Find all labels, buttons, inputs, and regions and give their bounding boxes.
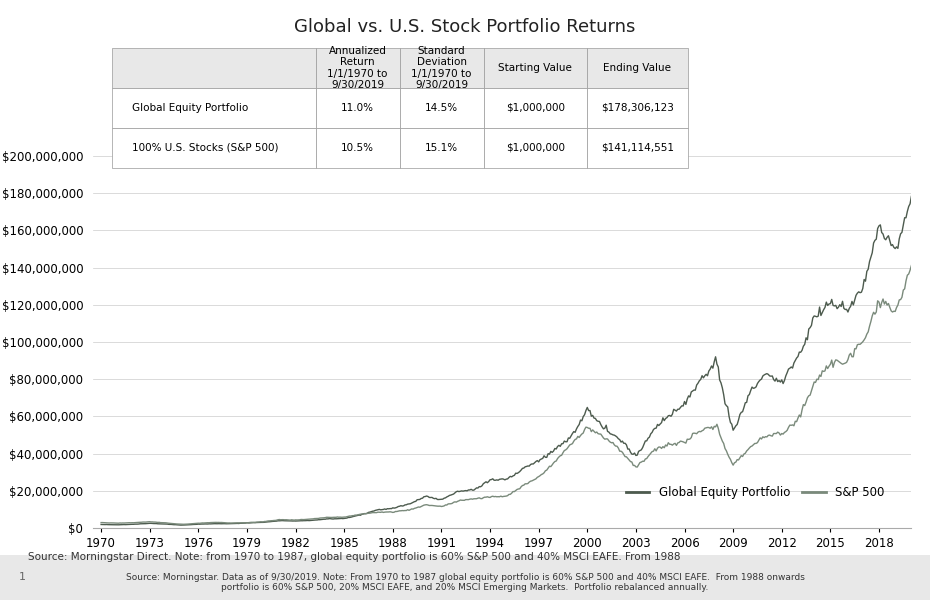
S&P 500 bbox=[853, 341, 864, 348]
S&P 500 bbox=[96, 519, 107, 526]
Text: Source: Morningstar. Data as of 9/30/2019. Note: From 1970 to 1987 global equity: Source: Morningstar. Data as of 9/30/201… bbox=[126, 573, 804, 592]
Text: Global vs. U.S. Stock Portfolio Returns: Global vs. U.S. Stock Portfolio Returns bbox=[294, 18, 636, 36]
Global Equity Portfolio bbox=[882, 234, 893, 241]
S&P 500 bbox=[147, 518, 158, 526]
S&P 500 bbox=[742, 446, 753, 453]
Global Equity Portfolio bbox=[906, 193, 917, 200]
Global Equity Portfolio bbox=[742, 392, 753, 400]
S&P 500 bbox=[882, 301, 893, 308]
Legend: Global Equity Portfolio, S&P 500: Global Equity Portfolio, S&P 500 bbox=[621, 481, 889, 503]
Global Equity Portfolio bbox=[175, 521, 186, 529]
S&P 500 bbox=[177, 521, 188, 528]
S&P 500 bbox=[365, 509, 376, 517]
Text: Source: Morningstar Direct. Note: from 1970 to 1987, global equity portfolio is : Source: Morningstar Direct. Note: from 1… bbox=[28, 552, 681, 562]
Global Equity Portfolio bbox=[96, 521, 107, 528]
S&P 500 bbox=[248, 518, 259, 526]
Text: 1: 1 bbox=[19, 572, 26, 583]
Line: Global Equity Portfolio: Global Equity Portfolio bbox=[101, 196, 911, 525]
Global Equity Portfolio bbox=[853, 288, 864, 295]
Global Equity Portfolio bbox=[365, 509, 376, 516]
Global Equity Portfolio bbox=[147, 520, 158, 527]
Line: S&P 500: S&P 500 bbox=[101, 266, 911, 524]
S&P 500 bbox=[906, 262, 917, 269]
Global Equity Portfolio bbox=[248, 519, 259, 526]
